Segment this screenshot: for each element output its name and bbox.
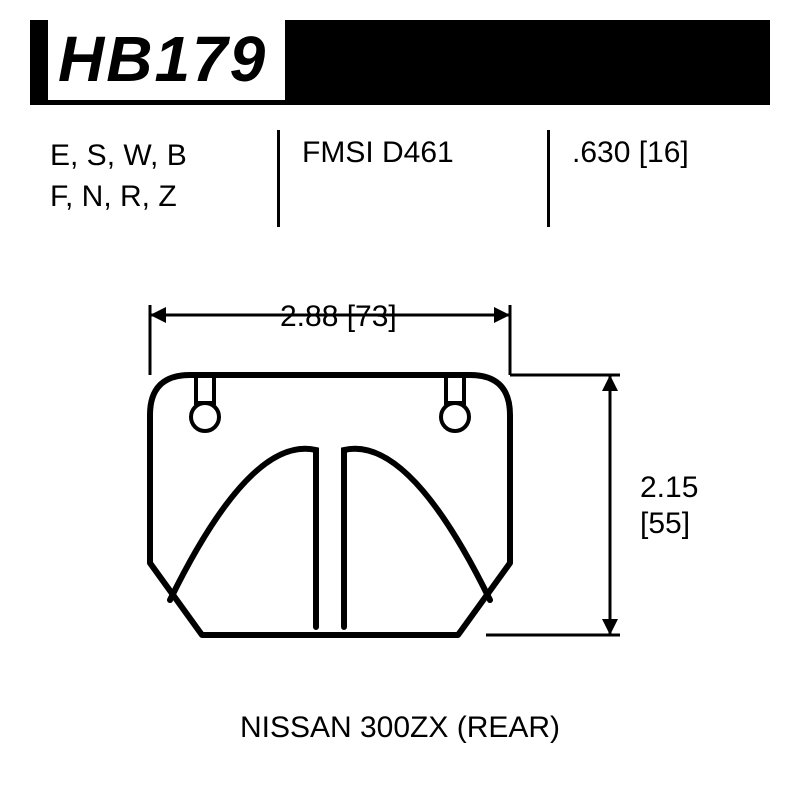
part-number: HB179	[48, 18, 285, 100]
spec-compounds: E, S, W, B F, N, R, Z	[50, 130, 280, 227]
dim-height-label: 2.15 [55]	[640, 470, 698, 542]
dim-width-label: 2.88 [73]	[280, 300, 397, 334]
spec-row: E, S, W, B F, N, R, Z FMSI D461 .630 [16…	[50, 130, 750, 227]
diagram-area: 2.88 [73] 2.15 [55]	[0, 260, 800, 720]
spec-fmsi: FMSI D461	[280, 130, 550, 227]
spec-thickness: .630 [16]	[550, 130, 750, 227]
spec-compounds-l2: F, N, R, Z	[50, 177, 267, 218]
dim-height-l2: [55]	[640, 506, 698, 542]
dim-height-l1: 2.15	[640, 470, 698, 506]
caption: NISSAN 300ZX (REAR)	[0, 711, 800, 745]
spec-compounds-l1: E, S, W, B	[50, 136, 267, 177]
